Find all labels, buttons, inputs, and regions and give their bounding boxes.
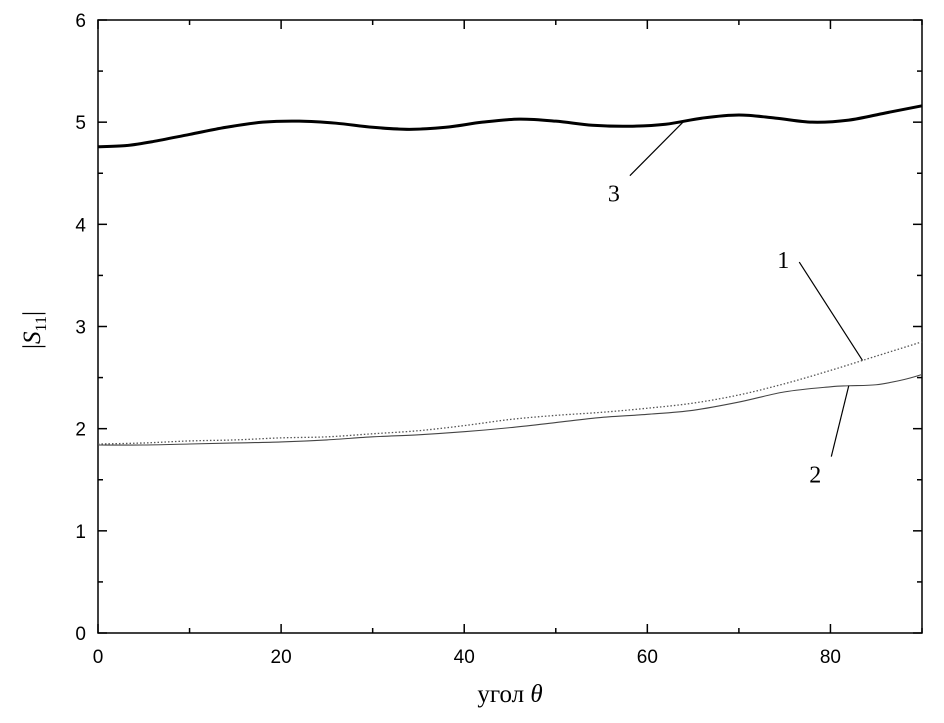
y-tick-labels: 0 1 2 3 4 5 6 xyxy=(75,11,86,645)
x-axis-title-word: угол xyxy=(477,681,530,708)
curve-label-3: 3 xyxy=(608,182,620,208)
y-tick-label: 4 xyxy=(75,215,86,236)
y-axis-title-subscript: 11 xyxy=(33,316,50,331)
series-curves xyxy=(97,104,923,446)
x-tick-label: 20 xyxy=(271,647,292,668)
y-tick-label: 3 xyxy=(75,318,86,339)
curve-label-1: 1 xyxy=(777,248,789,274)
y-tick-label: 1 xyxy=(75,522,86,543)
y-tick-label: 5 xyxy=(75,113,86,134)
y-tick-label: 0 xyxy=(75,624,86,645)
x-tick-label: 80 xyxy=(820,647,841,668)
y-axis-title-symbol: S xyxy=(19,331,46,344)
series-1-line xyxy=(97,341,923,445)
x-tick-label: 0 xyxy=(93,647,104,668)
series-3-line xyxy=(97,104,923,149)
x-tick-label: 60 xyxy=(637,647,658,668)
curve-annotations: 1 2 3 xyxy=(608,120,863,489)
plot-frame xyxy=(97,19,923,634)
y-axis-title-close: | xyxy=(19,311,46,316)
leader-line-3 xyxy=(629,120,685,177)
curve-label-2: 2 xyxy=(809,463,821,489)
axis-ticks xyxy=(97,19,923,634)
y-tick-label: 6 xyxy=(75,11,86,32)
series-2-line xyxy=(97,373,923,446)
leader-line-1 xyxy=(798,261,863,361)
y-axis-title: |S11| xyxy=(19,311,50,349)
x-tick-labels: 0 20 40 60 80 xyxy=(93,647,841,668)
x-tick-label: 40 xyxy=(454,647,475,668)
y-axis-title-open: | xyxy=(19,344,46,349)
x-axis-title-symbol: θ xyxy=(530,681,542,708)
y-tick-label: 2 xyxy=(75,420,86,441)
leader-line-2 xyxy=(830,385,850,457)
x-axis-title: угол θ xyxy=(477,681,542,708)
